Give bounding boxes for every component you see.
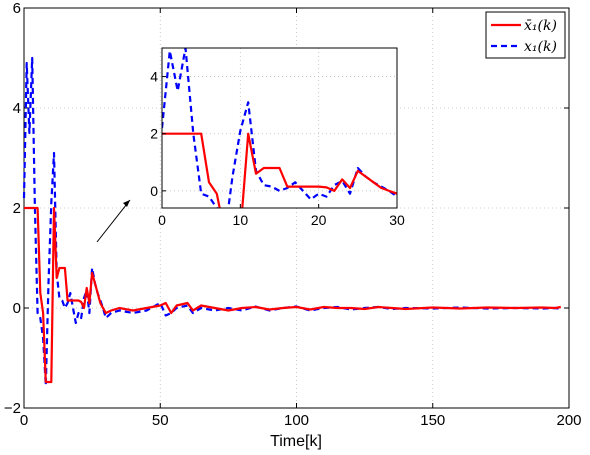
- inset-x-tick-label: 0: [158, 212, 166, 228]
- inset-y-tick-label: 0: [150, 183, 158, 199]
- inset-axis-ticks: 0 10 20 30 0 2 4: [150, 69, 405, 228]
- y-tick-label: 6: [13, 0, 21, 17]
- inset-x-tick-label: 30: [389, 212, 405, 228]
- inset-background: [162, 48, 397, 208]
- x-tick-label: 0: [20, 412, 28, 429]
- x-tick-label: 50: [152, 412, 169, 429]
- series-line-xbar1: [24, 206, 562, 384]
- y-tick-label: 2: [13, 200, 21, 217]
- inset-plot-area: [161, 47, 398, 209]
- x-axis-label: Time[k]: [270, 433, 322, 450]
- y-tick-label: 4: [13, 100, 21, 117]
- inset-series-layer: [162, 48, 397, 208]
- zoom-arrow-head: [123, 200, 130, 207]
- x-tick-label: 150: [420, 412, 445, 429]
- inset-x-tick-label: 20: [311, 212, 327, 228]
- zoom-arrow: [96, 199, 131, 243]
- y-tick-label: −2: [4, 400, 21, 417]
- inset-y-tick-label: 4: [150, 69, 158, 85]
- inset-x-tick-label: 10: [233, 212, 249, 228]
- inset-series-line-x1: [162, 48, 397, 208]
- legend-box: [485, 11, 566, 59]
- inset-y-tick-label: 2: [150, 126, 158, 142]
- y-tick-label: 0: [13, 300, 21, 317]
- x-tick-label: 200: [556, 412, 581, 429]
- main-series-layer: [22, 56, 562, 387]
- legend: x̄₁(k) x₁(k): [485, 11, 566, 59]
- legend-label-x1: x₁(k): [524, 39, 557, 55]
- x-tick-label: 100: [284, 412, 309, 429]
- legend-label-xbar1: x̄₁(k): [524, 18, 557, 34]
- inset-series-line-xbar1: [162, 132, 397, 208]
- inset-grid: [162, 48, 397, 208]
